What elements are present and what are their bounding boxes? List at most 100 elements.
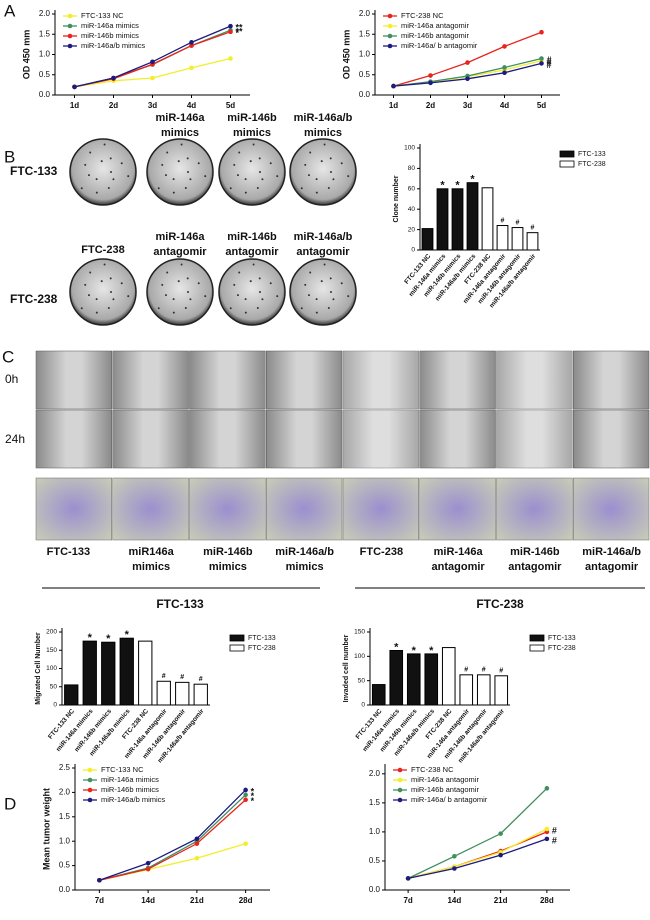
annotation: ** [236, 23, 244, 33]
colony-dot [95, 311, 98, 314]
colony-plate [146, 258, 214, 326]
legend-label: FTC-238 NC [411, 765, 454, 774]
y-tick-label: 2.0 [359, 9, 371, 18]
x-tick-label: 5d [537, 101, 546, 110]
bar [496, 225, 509, 251]
panel-letter: D [4, 794, 16, 813]
series-line [99, 789, 247, 881]
transwell-image [573, 477, 650, 541]
wound-image [189, 350, 266, 410]
colony-dot [186, 157, 189, 160]
y-tick-label: 1.0 [369, 827, 381, 836]
y-tick-label: 0.0 [359, 90, 371, 99]
point [544, 826, 550, 832]
annotation: * [251, 786, 255, 796]
y-tick-label: 2.0 [39, 9, 51, 18]
point [544, 836, 550, 842]
y-axis-label: Migrated Cell Number [35, 632, 42, 705]
x-tick-label: 14d [141, 896, 155, 905]
colony-dot [320, 160, 323, 163]
legend-label: FTC-238 [548, 645, 576, 652]
point [72, 84, 77, 90]
colony-dot [258, 157, 261, 160]
colony-dot [80, 187, 83, 190]
colony-dot [332, 298, 335, 301]
legend-marker [87, 787, 93, 793]
y-axis-label: Invaded cell number [343, 634, 350, 702]
point [539, 56, 544, 61]
legend-marker [67, 33, 73, 39]
colony-dot [87, 294, 90, 297]
bar [466, 182, 479, 251]
legend-marker [397, 787, 403, 793]
series-line [407, 838, 548, 880]
bar [138, 640, 153, 706]
colony-dot [189, 298, 192, 301]
annotation: # [547, 60, 552, 70]
x-tick-label: 21d [494, 896, 508, 905]
legend-marker [387, 43, 393, 49]
colony-dot [307, 174, 310, 177]
colony-dot [127, 175, 130, 178]
point [150, 59, 155, 65]
x-tick-label: 3d [463, 101, 472, 110]
legend-label: FTC-238 NC [401, 11, 444, 20]
legend-marker [67, 13, 73, 19]
colony-dot [238, 271, 241, 274]
y-tick-label: 150 [354, 629, 365, 636]
y-tick-label: 1.0 [39, 50, 51, 59]
colony-dot [315, 178, 318, 181]
legend-marker [387, 33, 393, 39]
colony-dot [236, 174, 239, 177]
y-tick-label: 0.5 [359, 70, 371, 79]
colony-dot [307, 294, 310, 297]
annotation: # [464, 667, 468, 674]
series-line [407, 787, 548, 879]
colony-plate [146, 138, 214, 206]
y-tick-label: 50 [358, 677, 366, 684]
colony-dot [304, 163, 307, 166]
group-label: FTC-238 [476, 597, 524, 611]
annotation: # [531, 225, 535, 232]
legend-label: miR-146a/ b antagomir [411, 795, 488, 804]
point [428, 73, 433, 78]
legend-marker [87, 767, 93, 773]
annotation: ** [236, 27, 244, 37]
series-line [407, 828, 548, 880]
y-tick-label: 0 [53, 702, 57, 709]
colony-dot [180, 263, 183, 266]
legend-label: miR-146a antagomir [401, 21, 469, 30]
annotation: # [516, 219, 520, 226]
legend-marker [67, 23, 73, 29]
colony-dot [89, 271, 92, 274]
colony-dot [323, 143, 326, 146]
colony-dot [95, 191, 98, 194]
wound-image [573, 409, 650, 469]
y-tick-label: 1.5 [369, 798, 381, 807]
legend-marker [87, 797, 93, 803]
wound-image [419, 409, 496, 469]
bar [406, 653, 421, 706]
colony-dot [172, 178, 175, 181]
point [498, 852, 503, 858]
colony-dot [238, 151, 241, 154]
colony-dot [161, 283, 164, 286]
bar [371, 684, 386, 706]
annotation: * [251, 796, 255, 806]
y-tick-label: 1.5 [59, 812, 71, 821]
colony-dot [109, 277, 112, 280]
image-label: antagomir [432, 561, 486, 573]
colony-dot [233, 283, 236, 286]
point [228, 29, 233, 35]
image-label: FTC-133 [47, 546, 90, 558]
point [539, 29, 544, 35]
legend-label: FTC-238 [248, 645, 276, 652]
image-label: miR-146a/b [582, 546, 641, 558]
colony-dot [127, 295, 130, 298]
y-tick-label: 1.0 [359, 50, 371, 59]
legend-marker [387, 13, 393, 19]
colony-dot [244, 298, 247, 301]
wound-image [266, 409, 343, 469]
annotation: * [106, 633, 111, 645]
